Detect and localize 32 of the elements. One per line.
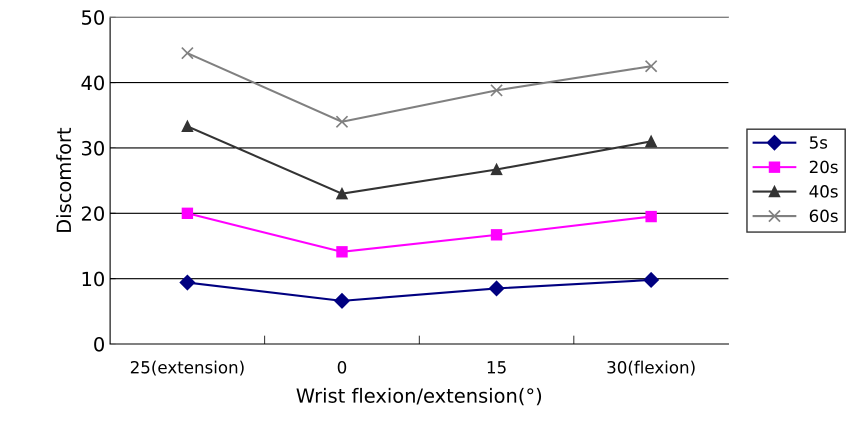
point [490,84,503,97]
point [644,60,658,73]
y-tick-label: 20 [82,206,104,221]
point [336,115,348,128]
point [182,208,194,219]
x-tick-label: 0 [338,360,346,374]
point [334,293,350,309]
point [180,274,196,290]
x-axis-title: Wrist flexion/extension(°) [296,388,542,406]
point [490,164,502,176]
y-tick-label: 0 [94,336,104,352]
x-tick-label: 15 [488,361,506,374]
y-tick-label: 40 [81,76,104,90]
point [645,210,657,222]
point [182,120,194,132]
point [645,136,657,148]
point [181,46,194,60]
point [336,188,348,200]
legend-label: 60s [810,210,838,222]
y-tick-label: 30 [82,140,104,156]
y-axis-title: Discomfort [56,128,72,232]
point [643,272,659,288]
legend-label: 5s [810,136,828,149]
legend-label: 40s [809,185,838,198]
point [490,229,502,241]
x-tick-label: 25(extension) [130,360,244,376]
point [488,280,504,296]
y-tick-label: 10 [82,272,104,286]
x-tick-label: 30(flexion) [607,360,695,376]
legend-label: 20s [810,160,838,174]
point [336,246,348,258]
y-tick-label: 50 [82,10,104,25]
